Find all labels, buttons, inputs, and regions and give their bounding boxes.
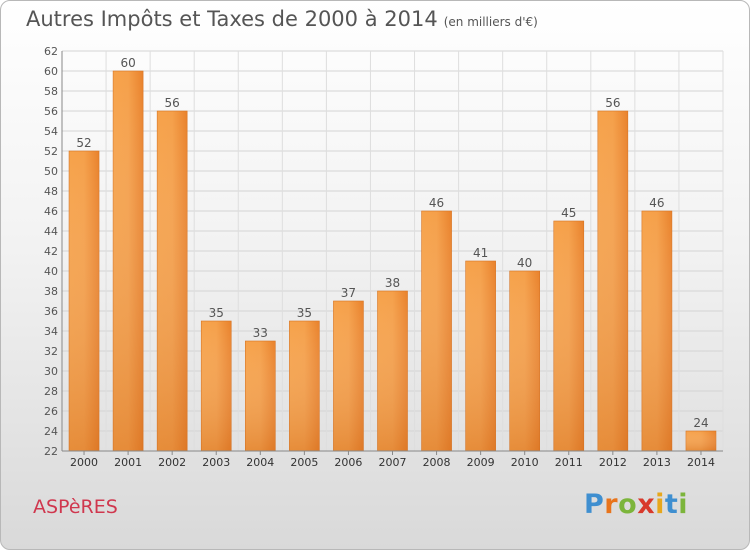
- y-tick-label: 42: [44, 245, 58, 258]
- bar-shade: [685, 431, 716, 451]
- x-tick-label: 2007: [379, 456, 407, 469]
- y-tick-label: 22: [44, 445, 58, 458]
- data-label: 41: [473, 246, 488, 260]
- bar-shade: [289, 321, 320, 451]
- x-tick-label: 2004: [246, 456, 274, 469]
- logo-letter: o: [618, 489, 638, 520]
- bar-shade: [509, 271, 540, 451]
- bar-shade: [597, 111, 628, 451]
- unit-text: (en milliers d'€): [443, 15, 538, 29]
- data-label: 40: [517, 256, 532, 270]
- data-label: 38: [385, 276, 400, 290]
- data-label: 35: [297, 306, 312, 320]
- x-tick-label: 2008: [423, 456, 451, 469]
- y-tick-label: 38: [44, 285, 58, 298]
- bar-shade: [377, 291, 408, 451]
- y-tick-label: 52: [44, 145, 58, 158]
- logo-letter: r: [604, 489, 619, 520]
- logo-letter: P: [584, 489, 605, 520]
- y-tick-label: 44: [44, 225, 58, 238]
- y-tick-label: 50: [44, 165, 58, 178]
- x-tick-label: 2005: [290, 456, 318, 469]
- x-tick-label: 2006: [334, 456, 362, 469]
- x-tick-label: 2003: [202, 456, 230, 469]
- x-tick-label: 2012: [599, 456, 627, 469]
- y-tick-label: 48: [44, 185, 58, 198]
- x-tick-label: 2010: [511, 456, 539, 469]
- y-tick-label: 56: [44, 105, 58, 118]
- y-tick-label: 30: [44, 365, 58, 378]
- chart-title: Autres Impôts et Taxes de 2000 à 2014 (en…: [26, 7, 538, 31]
- y-tick-label: 34: [44, 325, 58, 338]
- y-tick-label: 58: [44, 85, 58, 98]
- x-tick-label: 2014: [687, 456, 715, 469]
- data-label: 46: [429, 196, 444, 210]
- data-label: 45: [561, 206, 576, 220]
- proxiti-logo: Proxiti: [584, 489, 688, 520]
- bar-shade: [245, 341, 276, 451]
- y-tick-label: 40: [44, 265, 58, 278]
- bar-shade: [465, 261, 496, 451]
- logo-letter: x: [637, 489, 656, 520]
- x-tick-label: 2002: [158, 456, 186, 469]
- bar-shade: [641, 211, 672, 451]
- bar-shade: [69, 151, 100, 451]
- data-label: 24: [693, 416, 708, 430]
- commune-name: ASPèRES: [33, 496, 118, 518]
- data-label: 33: [253, 326, 268, 340]
- bar-shade: [333, 301, 364, 451]
- y-tick-label: 36: [44, 305, 58, 318]
- logo-letter: t: [664, 489, 679, 520]
- bar-shade: [553, 221, 584, 451]
- bar-shade: [113, 71, 144, 451]
- x-tick-label: 2009: [467, 456, 495, 469]
- y-tick-label: 24: [44, 425, 58, 438]
- title-text: Autres Impôts et Taxes de 2000 à 2014: [26, 7, 438, 31]
- y-tick-label: 62: [44, 45, 58, 58]
- data-label: 56: [165, 96, 180, 110]
- data-label: 37: [341, 286, 356, 300]
- x-tick-label: 2000: [70, 456, 98, 469]
- bar-shade: [201, 321, 232, 451]
- data-label: 46: [649, 196, 664, 210]
- x-tick-label: 2013: [643, 456, 671, 469]
- x-tick-label: 2001: [114, 456, 142, 469]
- y-tick-label: 28: [44, 385, 58, 398]
- data-label: 52: [76, 136, 91, 150]
- y-tick-label: 26: [44, 405, 58, 418]
- y-tick-label: 60: [44, 65, 58, 78]
- logo-letter: i: [678, 489, 689, 520]
- y-tick-label: 54: [44, 125, 58, 138]
- data-label: 35: [209, 306, 224, 320]
- bar-shade: [421, 211, 452, 451]
- data-label: 60: [120, 56, 135, 70]
- logo-letter: i: [655, 489, 665, 520]
- x-tick-label: 2011: [555, 456, 583, 469]
- bar-shade: [157, 111, 188, 451]
- y-tick-label: 32: [44, 345, 58, 358]
- data-label: 56: [605, 96, 620, 110]
- y-tick-label: 46: [44, 205, 58, 218]
